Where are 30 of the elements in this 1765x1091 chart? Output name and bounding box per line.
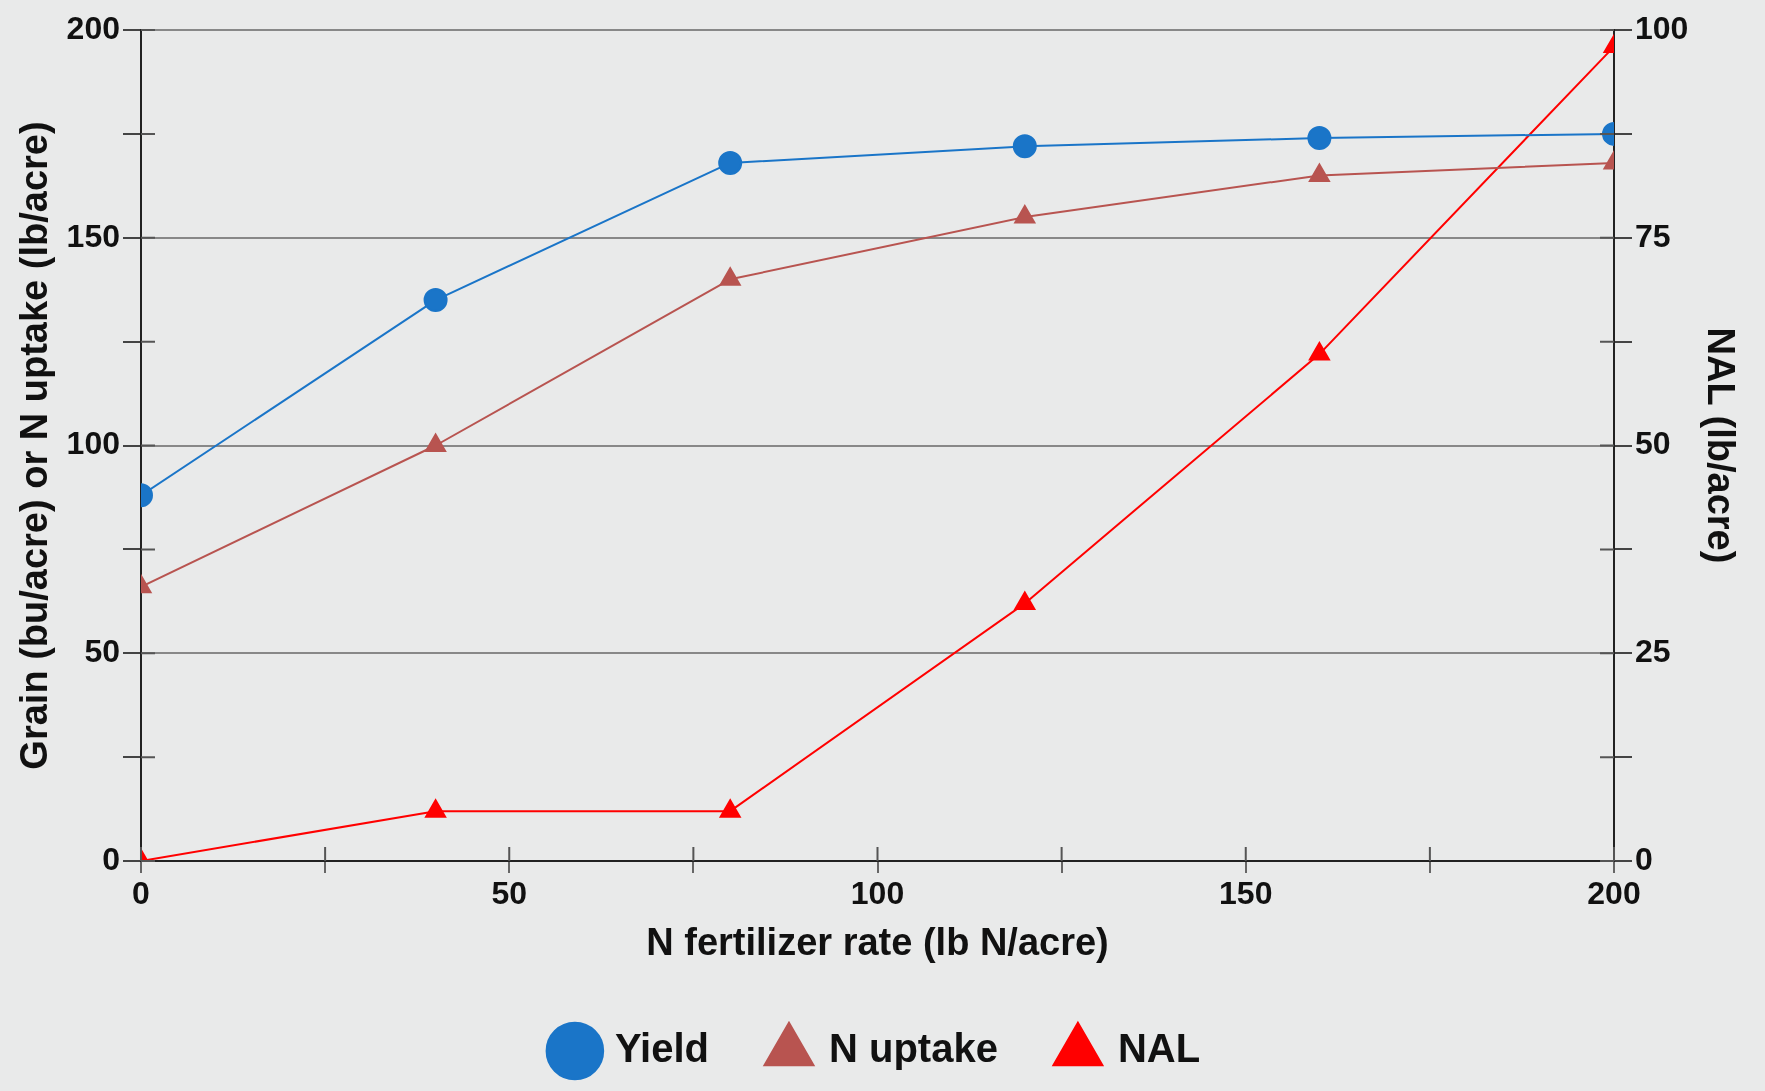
y2-tick-label: 50 <box>1635 425 1671 462</box>
y2-tick-label: 0 <box>1635 840 1653 877</box>
x-tick-label: 200 <box>1587 875 1641 912</box>
y-tick-label: 150 <box>66 217 120 254</box>
point <box>719 267 741 286</box>
x-axis-title: N fertilizer rate (lb N/acre) <box>646 920 1109 963</box>
point <box>719 799 741 818</box>
point <box>1308 342 1330 361</box>
y-axis-title: Grain (bu/acre) or N uptake (lb/acre) <box>13 121 56 770</box>
point <box>423 288 448 313</box>
x-tick-label: 50 <box>491 875 528 912</box>
y2-tick-label: 25 <box>1635 633 1671 670</box>
y2-tick-label: 100 <box>1635 9 1689 46</box>
y-tick-label: 0 <box>102 840 120 877</box>
x-tick-label: 100 <box>850 875 905 912</box>
x-tick-label: 150 <box>1219 875 1273 912</box>
point <box>425 799 447 818</box>
legend-label: Yield <box>614 1026 709 1071</box>
y-tick-label: 100 <box>66 425 120 462</box>
y-tick-label: 50 <box>84 633 120 670</box>
y-tick-label: 200 <box>66 9 120 46</box>
point <box>1012 134 1037 159</box>
y2-axis-title: NAL (lb/acre) <box>1699 327 1742 564</box>
point <box>1014 591 1036 610</box>
point <box>425 433 447 452</box>
legend-label: NAL <box>1117 1026 1201 1071</box>
x-tick-label: 0 <box>132 875 150 912</box>
y2-tick-label: 75 <box>1635 217 1671 254</box>
point <box>718 150 743 175</box>
legend-label: N uptake <box>828 1026 998 1071</box>
